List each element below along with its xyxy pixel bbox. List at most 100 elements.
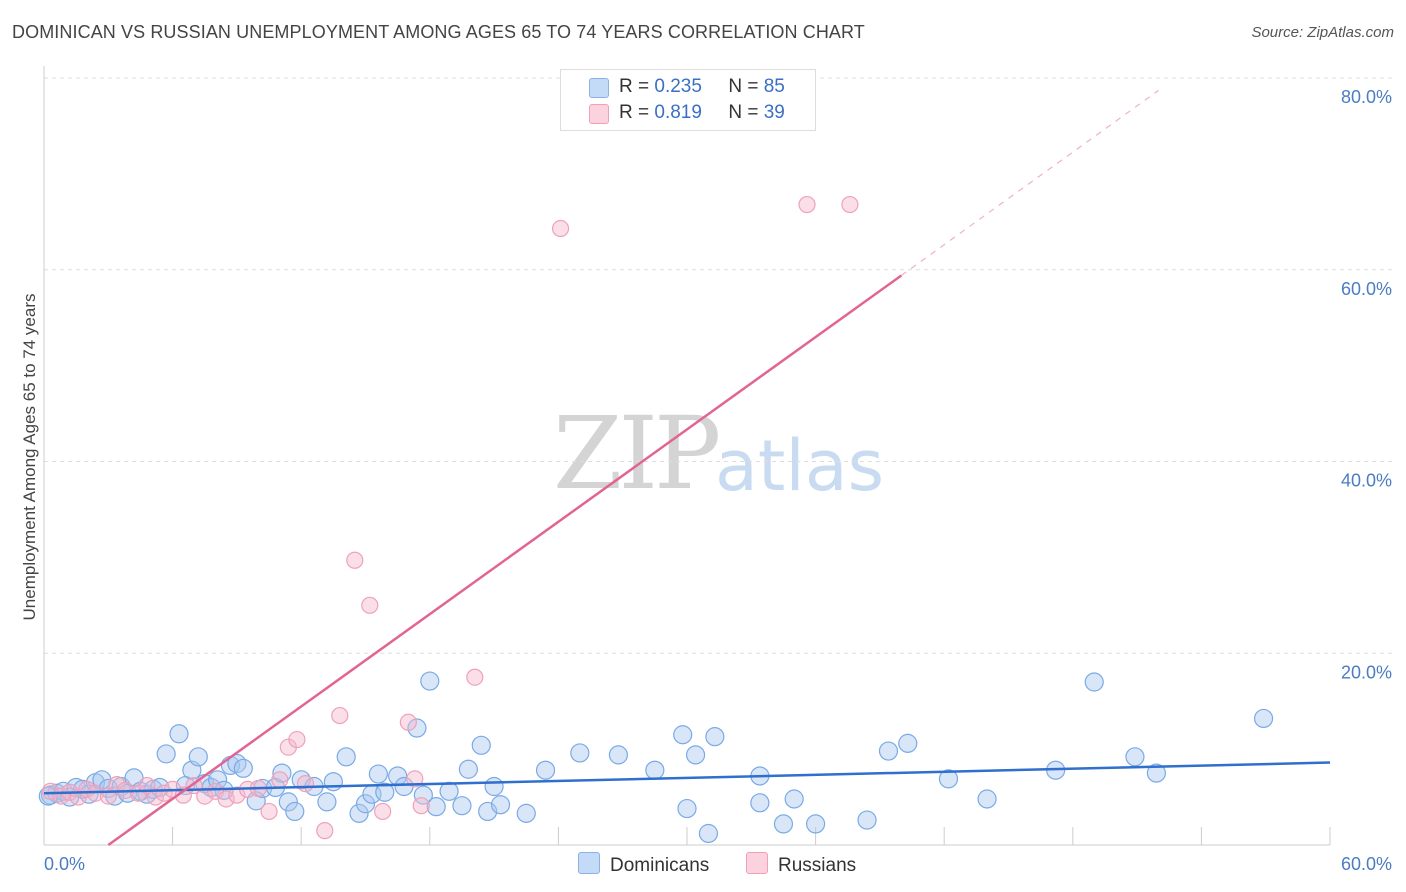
russians-point [361,596,379,614]
dominicans-point [484,776,504,797]
dominicans-point [516,803,536,823]
watermark-atlas: atlas [715,425,885,507]
dominicans-legend-label: Dominicans [610,855,710,876]
dominicans-point [698,823,719,844]
dominicans-point [278,792,298,812]
x-tick-label: 60.0% [1341,854,1392,874]
dominicans-point [407,718,427,738]
russians-point [406,770,424,788]
watermark-zip: ZIP [553,395,721,512]
dominicans-point [452,796,472,816]
legend-r-label: R = [619,102,655,123]
dominicans-point [977,789,997,809]
russians-point [399,713,417,731]
legend-n-value-dominicans: 85 [763,76,785,97]
russians-points [41,195,859,840]
legend-item-russians[interactable]: Russians [746,852,856,877]
trend-lines [43,89,1331,847]
y-tick-label: 80.0% [1341,87,1392,107]
dominicans-point [857,810,877,830]
russians-point [798,195,816,214]
russians-point [288,730,306,749]
russians-point [196,787,214,805]
dominicans-point [285,801,305,822]
dominicans-point [805,814,826,834]
dominicans-point [608,745,629,765]
dominicans-point [898,733,918,753]
russians-point [841,195,859,214]
dominicans-point [1084,672,1104,692]
dominicans-point [677,798,697,819]
dominicans-point [413,785,433,805]
russians-point [228,786,246,804]
dominicans-point [169,724,189,744]
dominicans-point [375,782,395,802]
dominicans-point [439,781,459,801]
dominicans-point [156,744,176,764]
dominicans-point [317,792,337,812]
dominicans-point [784,789,804,809]
dominicans-point [1125,747,1145,767]
grid-lines [44,77,1392,654]
russians-point [551,219,570,238]
dominicans-point [272,763,292,783]
russians-trend-extension [900,89,1159,276]
legend-r-label: R = [619,76,655,97]
dominicans-point [471,735,491,755]
dominicans-point [773,814,794,834]
russians-swatch [589,104,609,124]
legend-item-dominicans[interactable]: Dominicans [578,852,709,877]
dominicans-point [878,741,899,761]
dominicans-point [938,769,959,789]
dominicans-point [1253,708,1274,729]
legend-n-label: N = [728,102,764,123]
dominicans-point [355,794,376,814]
russians-point [271,771,289,789]
source-label[interactable]: Source: ZipAtlas.com [1251,24,1394,41]
chart-title: DOMINICAN VS RUSSIAN UNEMPLOYMENT AMONG … [12,22,865,42]
dominicans-point [188,747,208,767]
y-tick-label: 40.0% [1341,471,1392,491]
russians-point [412,797,430,815]
dominicans-point [368,764,388,784]
y-tick-label: 60.0% [1341,279,1392,299]
dominicans-point [323,772,343,792]
dominicans-point [673,725,693,745]
dominicans-point [705,727,725,747]
dominicans-point [420,671,440,691]
dominicans-trend-line [43,761,1331,795]
axes [43,66,1331,846]
dominicans-point [645,760,665,780]
legend-n-label: N = [728,76,764,97]
russians-legend-swatch [746,852,768,874]
dominicans-point [336,747,356,767]
russians-point [374,802,392,821]
russians-point [331,706,349,725]
stats-legend: R = 0.235 N = 85 R = 0.819 N = 39 [560,69,816,131]
russians-point [346,551,364,569]
dominicans-point [426,797,446,817]
dominicans-point [750,793,770,813]
dominicans-point [535,760,556,780]
legend-n-value-russians: 39 [763,102,785,123]
russians-trend-line [107,274,903,847]
dominicans-point [570,743,590,763]
russians-point [296,775,315,793]
dominicans-legend-swatch [578,852,600,874]
russians-point [260,802,278,821]
russians-point [466,668,484,686]
russians-point [316,822,334,840]
y-axis-label: Unemployment Among Ages 65 to 74 years [20,294,39,621]
russians-point [41,782,60,800]
dominicans-point [490,795,511,815]
dominicans-point [233,758,253,778]
russians-point [217,790,235,808]
russians-legend-label: Russians [778,855,857,876]
y-tick-label: 20.0% [1341,662,1392,682]
russians-point [146,788,165,806]
dominicans-point [685,745,706,765]
x-tick-label: 0.0% [44,854,85,874]
dominicans-points [38,671,1274,844]
tick-labels: 20.0% 40.0% 60.0% 80.0% 0.0% 60.0% [44,87,1392,874]
